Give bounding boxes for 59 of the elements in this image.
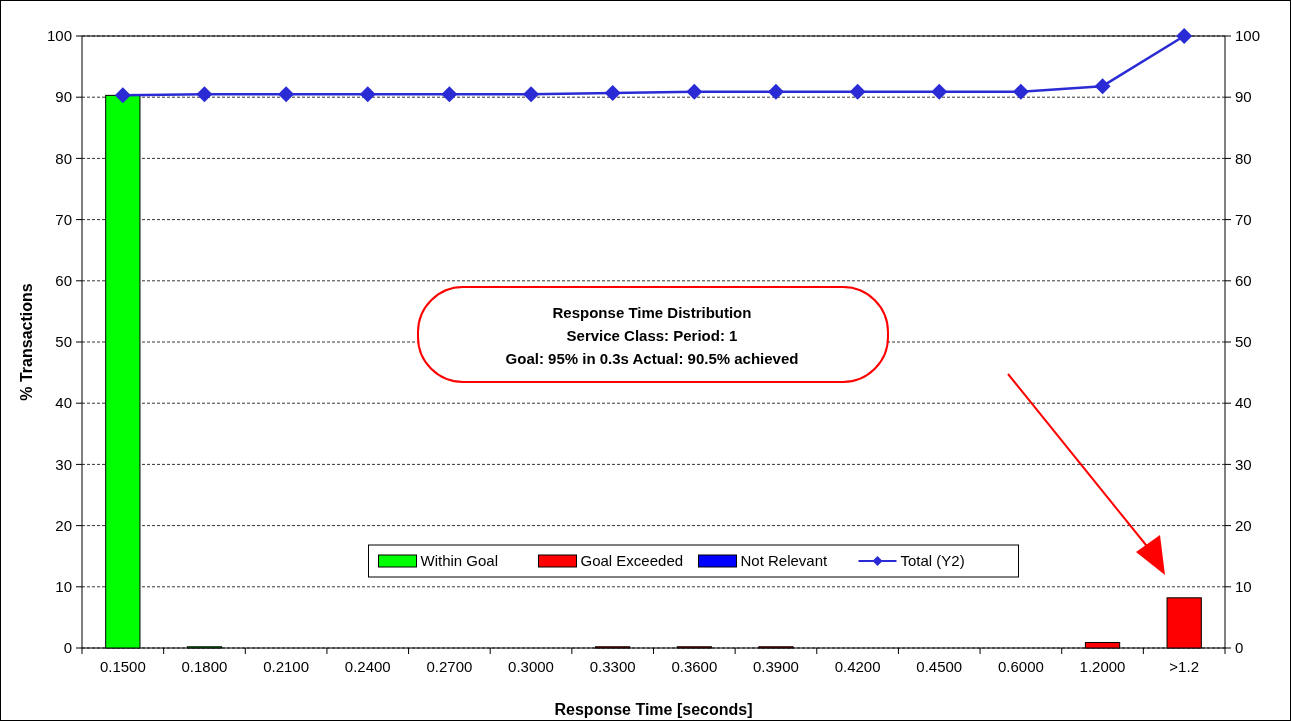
y2-tick-label: 100 bbox=[1235, 27, 1261, 45]
point bbox=[196, 86, 213, 103]
x-tick-label: 0.1800 bbox=[181, 658, 228, 675]
x-tick-label: 0.2400 bbox=[344, 658, 391, 675]
y-tick-label: 80 bbox=[55, 149, 72, 167]
point bbox=[359, 86, 376, 103]
y2-tick-label: 20 bbox=[1235, 516, 1252, 534]
annotation: Goal: 95% in 0.3s Actual: 90.5% achieved bbox=[505, 350, 799, 368]
x-tick-label: 0.3900 bbox=[753, 658, 799, 675]
point bbox=[686, 83, 703, 100]
x-tick-label: >1.2 bbox=[1169, 658, 1199, 675]
x-tick-label: 0.1500 bbox=[99, 658, 146, 675]
x-tick-label: 0.4500 bbox=[916, 658, 963, 675]
y-tick-label: 0 bbox=[63, 639, 72, 657]
point bbox=[441, 86, 458, 103]
point bbox=[278, 86, 295, 103]
y-tick-label: 20 bbox=[55, 516, 72, 534]
x-tick-label: 1.2000 bbox=[1079, 658, 1126, 675]
legend-label: Not Relevant bbox=[740, 552, 829, 570]
y2-tick-label: 0 bbox=[1235, 639, 1244, 657]
point bbox=[114, 87, 131, 104]
y-tick-label: 50 bbox=[55, 333, 72, 351]
point bbox=[931, 83, 948, 100]
x-tick-label: 0.2700 bbox=[426, 658, 473, 675]
point bbox=[1176, 28, 1193, 44]
y2-tick-label: 90 bbox=[1235, 88, 1252, 106]
legend-label: Total (Y2) bbox=[900, 552, 965, 570]
x-axis-title: Response Time [seconds] bbox=[554, 701, 753, 718]
y2-tick-label: 10 bbox=[1235, 578, 1252, 596]
y-tick-label: 100 bbox=[46, 27, 72, 45]
x-tick-label: 0.4200 bbox=[834, 658, 881, 675]
point bbox=[523, 86, 540, 103]
x-tick-label: 0.6000 bbox=[997, 658, 1044, 675]
y2-tick-label: 30 bbox=[1235, 455, 1252, 473]
y2-tick-label: 50 bbox=[1235, 333, 1252, 351]
annotation: Service Class: Period: 1 bbox=[566, 327, 738, 345]
y-tick-label: 60 bbox=[55, 272, 72, 290]
y-tick-label: 90 bbox=[55, 88, 72, 106]
point bbox=[767, 83, 784, 100]
y-tick-label: 30 bbox=[55, 455, 72, 473]
y2-tick-label: 40 bbox=[1235, 394, 1252, 412]
x-tick-label: 0.3600 bbox=[671, 658, 718, 675]
x-tick-label: 0.3300 bbox=[589, 658, 636, 675]
y-axis-title: % Transactions bbox=[18, 283, 35, 401]
y-tick-label: 10 bbox=[55, 578, 72, 596]
point bbox=[604, 84, 621, 101]
annotation: Response Time Distribution bbox=[552, 304, 752, 322]
point bbox=[1012, 83, 1029, 100]
y2-tick-label: 80 bbox=[1235, 149, 1252, 167]
legend-label: Goal Exceeded bbox=[580, 552, 684, 570]
x-tick-label: 0.3000 bbox=[508, 658, 554, 675]
point bbox=[849, 83, 866, 100]
y-tick-label: 70 bbox=[55, 210, 72, 228]
y2-tick-label: 60 bbox=[1235, 272, 1252, 290]
y2-tick-label: 70 bbox=[1235, 210, 1252, 228]
point bbox=[1094, 78, 1111, 95]
y-tick-label: 40 bbox=[55, 394, 72, 412]
x-tick-label: 0.2100 bbox=[263, 658, 310, 675]
legend-label: Within Goal bbox=[420, 552, 499, 570]
